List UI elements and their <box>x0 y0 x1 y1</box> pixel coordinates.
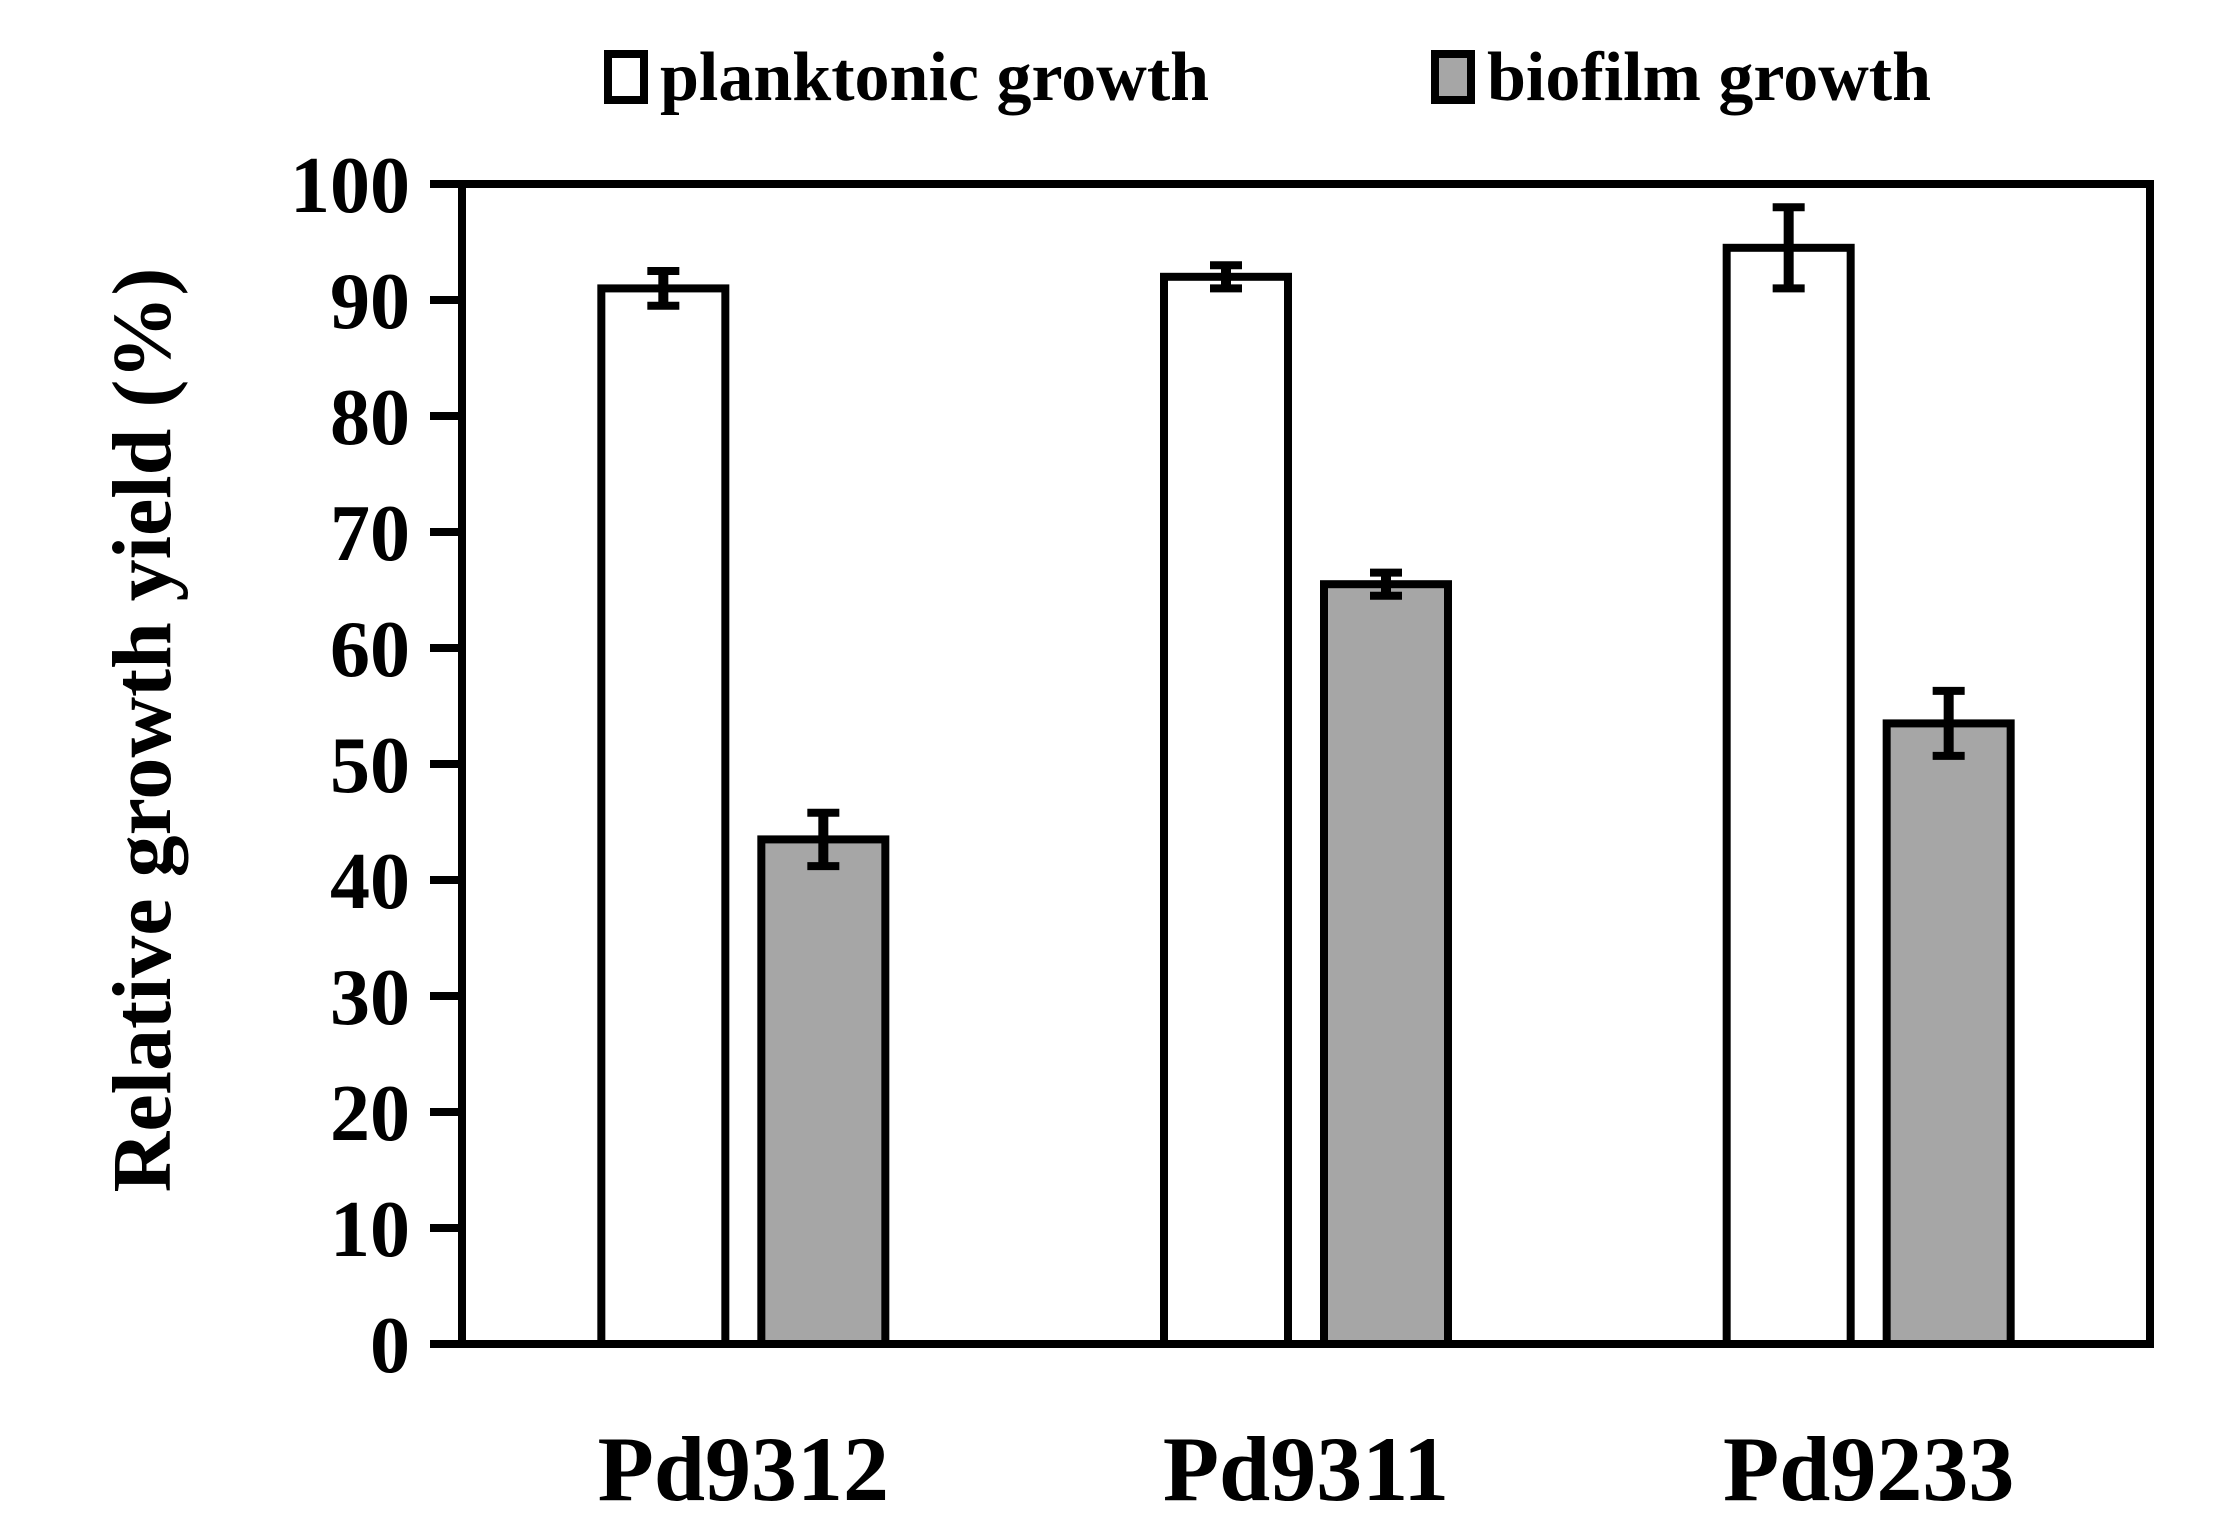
y-tick-label: 50 <box>330 722 410 810</box>
y-tick-label: 20 <box>330 1070 410 1158</box>
bar-planktonic-Pd9311 <box>1160 272 1292 1348</box>
legend-label-biofilm: biofilm growth <box>1487 39 1931 116</box>
bar-biofilm-Pd9233 <box>1882 719 2015 1348</box>
bar-planktonic-Pd9312 <box>597 284 730 1348</box>
y-tick-label: 30 <box>330 954 410 1042</box>
y-tick-label: 0 <box>370 1302 410 1390</box>
x-category-label: Pd9312 <box>598 1418 889 1520</box>
y-tick-label: 10 <box>330 1186 410 1274</box>
y-tick-label: 80 <box>330 374 410 462</box>
error-bars <box>647 203 1965 871</box>
y-tick-label: 40 <box>330 838 410 926</box>
y-axis-title: Relative growth yield (%) <box>96 268 189 1193</box>
bars <box>597 243 2015 1349</box>
x-category-label: Pd9233 <box>1723 1418 2014 1520</box>
y-tick-label: 100 <box>290 142 410 230</box>
legend-swatch-planktonic <box>604 50 648 104</box>
y-axis-ticks: 0 10 20 30 40 50 60 70 80 90 100 <box>290 142 462 1390</box>
x-axis-labels: Pd9312 Pd9311 Pd9233 <box>598 1418 2015 1520</box>
legend: planktonic growth biofilm growth <box>604 39 1931 116</box>
bar-biofilm-Pd9311 <box>1320 580 1452 1348</box>
y-tick-label: 90 <box>330 258 410 346</box>
y-tick-label: 60 <box>330 606 410 694</box>
y-tick-label: 70 <box>330 490 410 578</box>
legend-swatch-biofilm <box>1431 50 1475 104</box>
legend-label-planktonic: planktonic growth <box>660 39 1209 116</box>
x-category-label: Pd9311 <box>1163 1418 1449 1520</box>
bar-biofilm-Pd9312 <box>757 835 890 1349</box>
bar-planktonic-Pd9233 <box>1722 243 1855 1348</box>
